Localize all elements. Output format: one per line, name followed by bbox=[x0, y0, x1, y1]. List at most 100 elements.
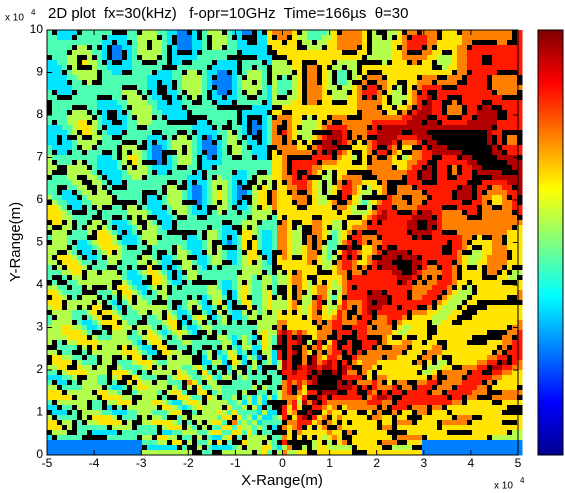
field-cell bbox=[337, 165, 343, 171]
field-cell bbox=[277, 135, 283, 141]
field-cell bbox=[77, 135, 83, 141]
field-cell bbox=[257, 85, 263, 91]
field-cell bbox=[287, 80, 293, 86]
field-cell bbox=[267, 125, 273, 131]
field-cell bbox=[207, 240, 213, 246]
field-cell bbox=[257, 120, 263, 126]
field-cell bbox=[332, 45, 338, 51]
field-cell bbox=[157, 215, 163, 221]
field-cell bbox=[487, 90, 493, 96]
field-cell bbox=[437, 260, 443, 266]
field-cell bbox=[287, 45, 293, 51]
field-cell bbox=[352, 260, 358, 266]
field-cell bbox=[442, 55, 448, 61]
field-cell bbox=[252, 290, 258, 296]
field-cell bbox=[417, 150, 423, 156]
field-cell bbox=[52, 265, 58, 271]
field-cell bbox=[182, 225, 188, 231]
field-cell bbox=[217, 245, 223, 251]
field-cell bbox=[127, 260, 133, 266]
field-cell bbox=[157, 130, 163, 136]
field-cell bbox=[247, 55, 253, 61]
field-cell bbox=[382, 135, 388, 141]
field-cell bbox=[342, 75, 348, 81]
field-cell bbox=[347, 35, 353, 41]
field-cell bbox=[482, 35, 488, 41]
field-cell bbox=[247, 130, 253, 136]
field-cell bbox=[217, 235, 223, 241]
field-cell bbox=[237, 170, 243, 176]
field-cell bbox=[467, 140, 473, 146]
field-cell bbox=[122, 120, 128, 126]
field-cell bbox=[447, 110, 453, 116]
field-cell bbox=[142, 130, 148, 136]
field-cell bbox=[432, 95, 438, 101]
field-cell bbox=[267, 105, 273, 111]
field-cell bbox=[187, 165, 193, 171]
field-cell bbox=[447, 230, 453, 236]
field-cell bbox=[442, 215, 448, 221]
field-cell bbox=[307, 260, 313, 266]
field-cell bbox=[427, 245, 433, 251]
field-cell bbox=[47, 265, 53, 271]
field-cell bbox=[512, 65, 518, 71]
field-cell bbox=[117, 270, 123, 276]
field-cell bbox=[307, 215, 313, 221]
field-cell bbox=[467, 245, 473, 251]
field-cell bbox=[67, 205, 73, 211]
field-cell bbox=[247, 35, 253, 41]
field-cell bbox=[392, 205, 398, 211]
field-cell bbox=[192, 100, 198, 106]
field-cell bbox=[67, 250, 73, 256]
field-cell bbox=[352, 280, 358, 286]
field-cell bbox=[197, 105, 203, 111]
field-cell bbox=[272, 280, 278, 286]
field-cell bbox=[117, 50, 123, 56]
field-cell bbox=[392, 110, 398, 116]
field-cell bbox=[482, 140, 488, 146]
field-cell bbox=[267, 75, 273, 81]
field-cell bbox=[397, 115, 403, 121]
field-cell bbox=[497, 155, 503, 161]
field-cell bbox=[422, 280, 428, 286]
field-cell bbox=[152, 155, 158, 161]
field-cell bbox=[197, 135, 203, 141]
field-cell bbox=[337, 105, 343, 111]
field-cell bbox=[462, 75, 468, 81]
field-cell bbox=[247, 70, 253, 76]
field-cell bbox=[477, 90, 483, 96]
field-cell bbox=[512, 190, 518, 196]
field-cell bbox=[212, 50, 218, 56]
field-cell bbox=[342, 210, 348, 216]
field-cell bbox=[312, 55, 318, 61]
field-cell bbox=[467, 115, 473, 121]
field-cell bbox=[357, 85, 363, 91]
field-cell bbox=[177, 190, 183, 196]
field-cell bbox=[77, 230, 83, 236]
field-cell bbox=[127, 175, 133, 181]
field-cell bbox=[57, 30, 63, 36]
field-cell bbox=[407, 60, 413, 66]
field-cell bbox=[312, 240, 318, 246]
field-cell bbox=[332, 75, 338, 81]
field-cell bbox=[242, 50, 248, 56]
field-cell bbox=[192, 225, 198, 231]
field-cell bbox=[122, 250, 128, 256]
field-cell bbox=[177, 260, 183, 266]
field-cell bbox=[112, 135, 118, 141]
field-cell bbox=[237, 215, 243, 221]
field-cell bbox=[182, 140, 188, 146]
field-cell bbox=[62, 120, 68, 126]
field-cell bbox=[287, 90, 293, 96]
field-cell bbox=[272, 125, 278, 131]
field-cell bbox=[237, 265, 243, 271]
field-cell bbox=[77, 240, 83, 246]
field-cell bbox=[247, 145, 253, 151]
field-cell bbox=[177, 115, 183, 121]
field-cell bbox=[77, 220, 83, 226]
field-cell bbox=[72, 140, 78, 146]
field-cell bbox=[287, 180, 293, 186]
field-cell bbox=[112, 195, 118, 201]
field-cell bbox=[202, 145, 208, 151]
field-cell bbox=[362, 210, 368, 216]
